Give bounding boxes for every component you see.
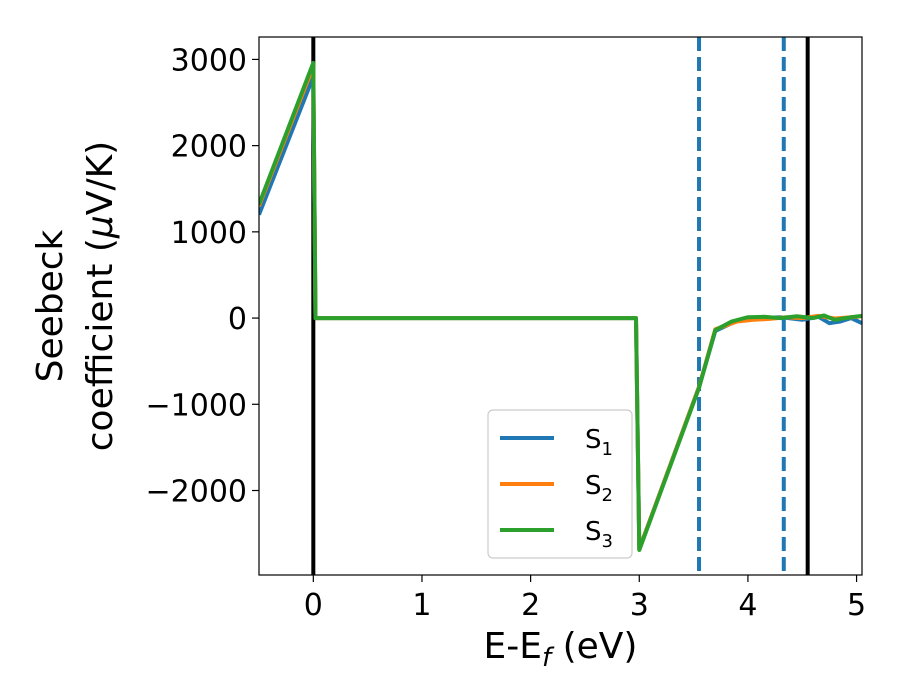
- axes-frame: [258, 36, 863, 576]
- y-tick-label-3: 1000: [171, 216, 247, 251]
- y-tick-label-4: 2000: [171, 130, 247, 165]
- y-axis-label-line1: Seebeck: [30, 229, 71, 382]
- x-tick-label-3: 3: [630, 588, 649, 623]
- series-lines: [259, 60, 862, 552]
- x-tick-label-0: 0: [304, 588, 323, 623]
- x-tick-label-4: 4: [738, 588, 757, 623]
- y-ticks: −2000 −1000 0 1000 2000 3000: [146, 43, 259, 510]
- y-tick-label-1: −1000: [146, 388, 247, 423]
- y-tick-label-0: −2000: [146, 475, 247, 510]
- legend-label-2: S2: [585, 471, 613, 506]
- y-axis-label-line2: coefficient (μV/K): [80, 141, 121, 451]
- x-ticks: 0 1 2 3 4 5: [304, 575, 866, 623]
- vertical-lines: [311, 37, 810, 575]
- y-tick-label-2: 0: [228, 302, 247, 337]
- x-tick-label-2: 2: [521, 588, 540, 623]
- legend-label-1: S1: [585, 425, 613, 460]
- legend-box: [487, 409, 633, 559]
- y-tick-label-5: 3000: [171, 43, 247, 78]
- x-tick-label-5: 5: [847, 588, 866, 623]
- x-tick-label-1: 1: [412, 588, 431, 623]
- x-axis-label: E-Ef (eV): [484, 626, 638, 673]
- legend: S1 S2 S3: [487, 409, 633, 559]
- series-line-3: [259, 60, 862, 552]
- y-axis-label: Seebeck coefficient (μV/K): [30, 141, 121, 451]
- legend-label-3: S3: [585, 517, 613, 552]
